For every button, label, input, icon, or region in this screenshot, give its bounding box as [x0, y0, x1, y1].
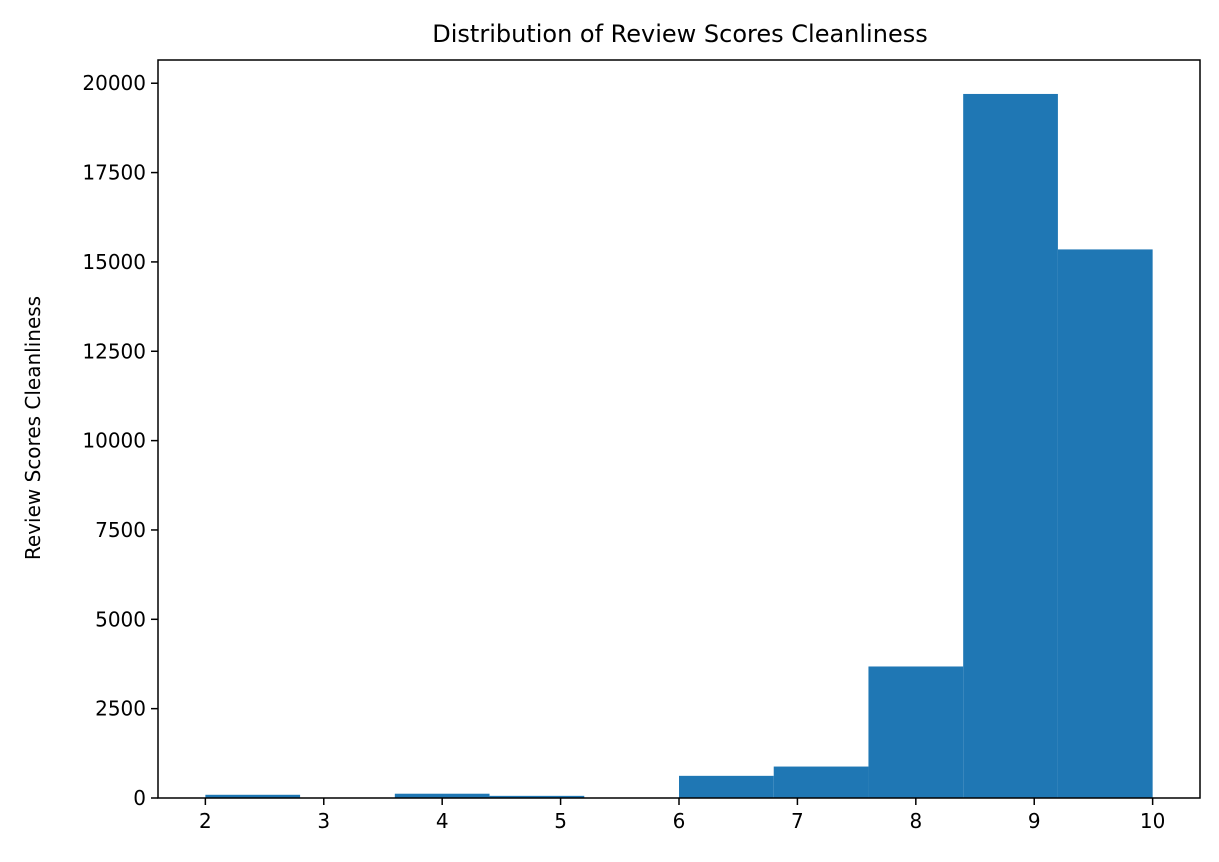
histogram-bar-5	[679, 775, 774, 798]
chart-title: Distribution of Review Scores Cleanlines…	[432, 20, 927, 48]
x-tick-label: 8	[909, 809, 922, 833]
x-tick-label: 7	[791, 809, 804, 833]
histogram-bar-9	[1057, 249, 1153, 798]
y-axis-label: Review Scores Cleanliness	[21, 296, 45, 560]
y-tick-label: 0	[133, 786, 146, 810]
y-tick-label: 2500	[95, 697, 146, 721]
histogram-bar-0	[205, 794, 301, 798]
x-tick-label: 2	[199, 809, 212, 833]
x-tick-label: 9	[1028, 809, 1041, 833]
y-tick-label: 5000	[95, 607, 146, 631]
y-tick-label: 20000	[82, 71, 146, 95]
histogram-bar-6	[773, 766, 869, 798]
y-tick-label: 15000	[82, 250, 146, 274]
x-axis-ticks: 2 3 4 5 6 7 8 9 10	[199, 798, 1165, 833]
x-tick-label: 5	[554, 809, 567, 833]
bars-group	[205, 93, 1153, 798]
plot-frame	[157, 59, 1201, 799]
x-tick-label: 6	[673, 809, 686, 833]
histogram-bar-8	[963, 93, 1058, 798]
histogram-bar-3	[489, 795, 585, 798]
x-tick-label: 4	[436, 809, 449, 833]
y-tick-label: 12500	[82, 339, 146, 363]
y-tick-label: 17500	[82, 161, 146, 185]
histogram-bar-2	[394, 793, 490, 798]
histogram-bar-7	[868, 666, 964, 798]
y-axis-ticks: 0 2500 5000 7500 10000 12500 15000 17500 20000	[82, 71, 158, 810]
x-tick-label: 10	[1140, 809, 1165, 833]
y-tick-label: 7500	[95, 518, 146, 542]
x-tick-label: 3	[317, 809, 330, 833]
y-tick-label: 10000	[82, 429, 146, 453]
